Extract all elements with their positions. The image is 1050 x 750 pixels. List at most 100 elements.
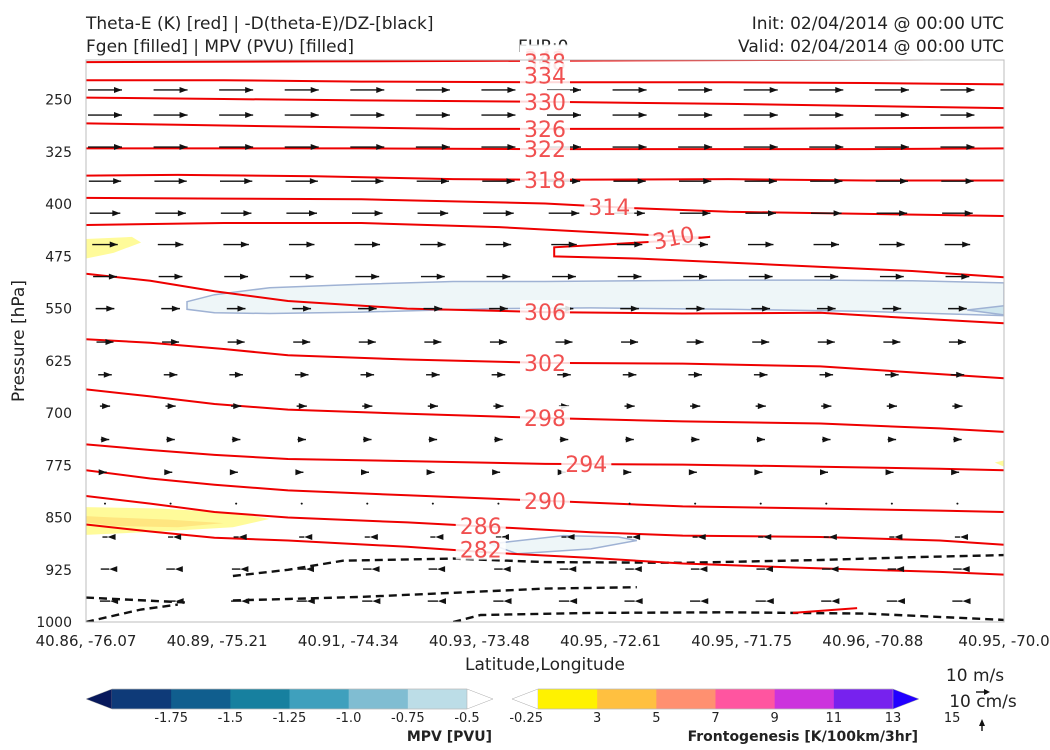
wind-vector <box>743 86 778 93</box>
wind-vector <box>300 502 303 505</box>
wind-vector <box>153 144 188 151</box>
wind-vector <box>154 178 187 185</box>
x-tick-label: 40.86, -76.07 <box>36 632 137 650</box>
theta-e-label-bg <box>520 89 570 112</box>
wind-vector <box>299 534 313 541</box>
fgen-colorbar-swatch <box>597 689 657 709</box>
theta-e-label-bg <box>520 488 570 511</box>
wind-vector <box>956 502 959 505</box>
fgen-colorbar-swatch <box>715 689 776 709</box>
fgen-colorbar-tick-label: 9 <box>771 711 779 726</box>
wind-vector <box>164 469 173 476</box>
wind-vector <box>297 566 314 573</box>
wind-vector <box>88 144 122 151</box>
mpv-colorbar-swatch <box>348 689 409 709</box>
wind-vector <box>163 371 178 378</box>
theta-e-contour-label: 330 <box>524 91 566 116</box>
wind-vector <box>552 273 576 280</box>
wind-vector <box>678 144 713 151</box>
wind-vector <box>745 210 777 217</box>
wind-vector <box>426 469 435 476</box>
wind-vector <box>296 403 307 410</box>
wind-vector <box>953 436 962 443</box>
wind-vector <box>882 305 902 312</box>
wind-vector <box>493 403 504 410</box>
theta-e-contour-label: 294 <box>565 453 607 478</box>
wind-vector <box>483 210 514 217</box>
wind-vector <box>485 241 512 248</box>
wind-vector <box>809 144 844 151</box>
wind-vector <box>814 273 839 280</box>
wind-vector <box>427 598 446 605</box>
mpv-colorbar-tick-label: -1.0 <box>336 711 361 726</box>
wind-vector <box>756 566 773 573</box>
wind-vector <box>364 534 378 541</box>
mpv-colorbar-tick-label: -1.5 <box>218 711 243 726</box>
wind-vector <box>559 436 569 443</box>
wind-vector <box>679 210 711 217</box>
dtheta-dz-dashed-line <box>232 586 637 602</box>
wind-vector <box>169 502 172 505</box>
wind-vector <box>616 241 643 248</box>
fgen-colorbar-outline <box>538 688 893 710</box>
wind-vector <box>157 241 184 248</box>
fgen-colorbar-swatch <box>656 689 716 709</box>
wind-vector <box>941 178 974 185</box>
wind-vector <box>748 273 773 280</box>
wind-vector <box>624 598 643 605</box>
wind-vector <box>219 178 253 185</box>
wind-vector <box>98 469 107 476</box>
wind-vector <box>415 144 450 151</box>
wind-vector <box>495 534 509 541</box>
wind-vector <box>624 403 635 410</box>
dtheta-dz-dashed-line <box>232 553 1004 578</box>
wind-vector <box>821 598 840 605</box>
theta-e-contour-label: 290 <box>524 490 566 515</box>
wind-vector <box>809 86 844 93</box>
theta-e-contour-label: 314 <box>588 196 630 221</box>
wind-vector <box>427 403 438 410</box>
fgen-colorbar-tick-label: 5 <box>652 711 660 726</box>
wind-vector <box>350 112 385 119</box>
theta-e-label-bg <box>520 137 570 160</box>
wind-vector <box>876 210 908 217</box>
mpv-colorbar-swatch <box>230 689 290 709</box>
wind-vector <box>821 403 832 410</box>
wind-vector <box>887 436 897 443</box>
wind-vector <box>494 566 511 573</box>
fgen-colorbar-right-extend <box>892 688 920 710</box>
wind-vector <box>363 436 372 443</box>
wind-vector <box>754 469 763 476</box>
mpv-colorbar-tick-label: -0.25 <box>509 711 543 726</box>
wind-vector <box>678 51 712 57</box>
x-tick-label: 40.95, -71.75 <box>691 632 792 650</box>
mpv-colorbar-tick-label: -0.5 <box>454 711 479 726</box>
wind-vector <box>431 502 434 505</box>
wind-vector <box>420 241 446 248</box>
wind-vector <box>350 86 385 93</box>
theta-e-contour-label: 322 <box>524 138 566 163</box>
theta-e-contour <box>86 388 1004 433</box>
y-tick-label: 250 <box>45 93 72 109</box>
wind-vector <box>822 566 839 573</box>
wind-vector <box>547 112 581 119</box>
wind-vector <box>612 86 647 93</box>
valid-time: Valid: 02/04/2014 @ 00:00 UTC <box>738 37 1004 57</box>
fgen-colorbar-left-extend <box>511 688 539 710</box>
x-tick-label: 40.93, -73.48 <box>429 632 530 650</box>
wind-vector <box>227 339 245 346</box>
fgen-colorbar-tick-label: 3 <box>593 711 601 726</box>
wind-vector <box>350 51 384 57</box>
wind-vector <box>810 178 843 185</box>
wind-vector <box>297 436 306 443</box>
wind-vector <box>942 210 973 217</box>
wind-vector <box>758 534 772 541</box>
wind-vector <box>354 241 381 248</box>
dtheta-dz-dashed-line <box>86 603 178 622</box>
y-tick-label: 625 <box>45 354 72 370</box>
wind-vector <box>481 51 515 57</box>
fgen-colorbar-tick-label: 7 <box>711 711 719 726</box>
title-line-1: Theta-E (K) [red] | -D(theta-E)/DZ-[blac… <box>86 14 434 34</box>
mpv-colorbar-tick-label: -1.25 <box>273 711 307 726</box>
theta-e-label-bg <box>520 63 570 86</box>
